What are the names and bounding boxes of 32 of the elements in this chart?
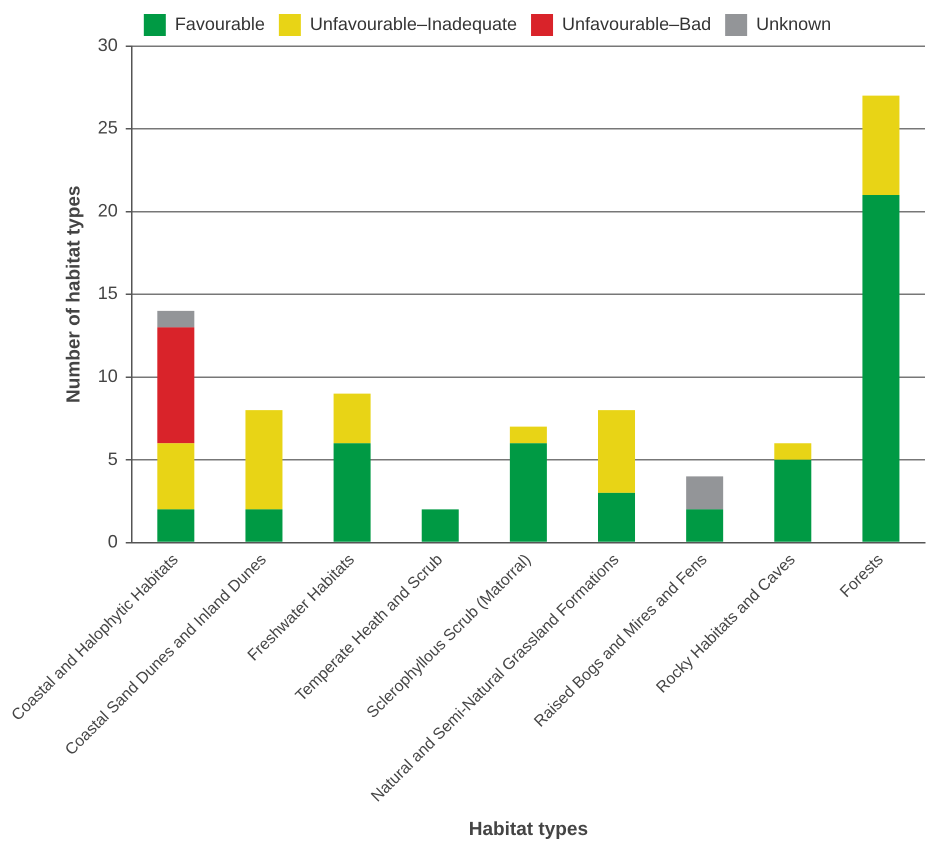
legend-label: Unknown	[756, 14, 832, 34]
bar	[334, 394, 371, 444]
y-tick-label: 20	[98, 200, 118, 220]
legend-label: Unfavourable–Bad	[562, 14, 712, 34]
bar	[245, 410, 282, 510]
bar	[510, 443, 547, 542]
bar	[774, 443, 812, 460]
bar	[245, 509, 282, 542]
y-tick-label: 0	[108, 532, 118, 552]
bar	[157, 327, 194, 444]
bar	[157, 310, 194, 328]
y-tick-label: 10	[98, 366, 118, 386]
bar	[157, 509, 194, 542]
bar	[334, 443, 371, 542]
y-tick-label: 5	[108, 448, 118, 469]
y-tick-label: 15	[98, 283, 118, 304]
bar	[862, 96, 900, 195]
bar	[598, 492, 636, 542]
bar	[774, 460, 812, 542]
bar	[686, 476, 724, 510]
x-axis-title: Habitat types	[468, 818, 588, 840]
y-axis-title: Number of habitat types	[64, 186, 85, 404]
bar	[598, 410, 636, 493]
legend-label: Unfavourable–Inadequate	[310, 14, 518, 34]
bar	[510, 426, 547, 444]
y-tick-label: 30	[98, 34, 118, 55]
bar	[422, 509, 459, 542]
bar	[686, 509, 724, 542]
bar	[157, 443, 194, 510]
bar	[862, 194, 900, 542]
legend-label: Favourable	[174, 14, 265, 34]
y-tick-label: 25	[98, 118, 118, 138]
